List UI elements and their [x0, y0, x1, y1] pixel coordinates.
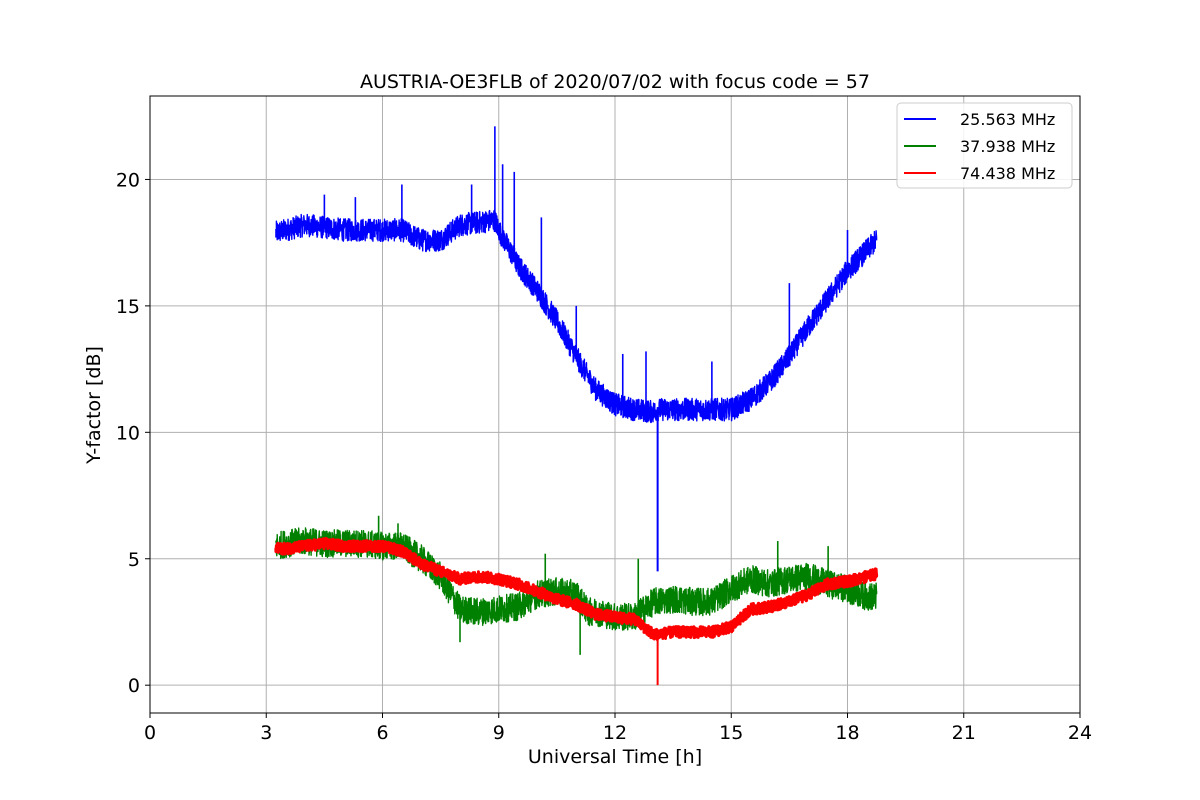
legend-label-74mhz: 74.438 MHz	[960, 164, 1055, 183]
y-tick-label: 0	[128, 675, 140, 697]
series-lines	[274, 126, 879, 686]
y-tick-label: 15	[116, 296, 140, 318]
x-tick-label: 21	[952, 722, 976, 744]
x-tick-label: 15	[719, 722, 743, 744]
series-line-2	[274, 536, 879, 642]
x-tick-label: 9	[493, 722, 505, 744]
y-tick-label: 10	[116, 422, 140, 444]
y-tick-label: 20	[116, 169, 140, 191]
y-tick-label: 5	[128, 549, 140, 571]
legend-box	[896, 102, 1073, 189]
axis-ticks: 0 3 6 9 12 15 18 21 24 0 5 10 15 20	[116, 169, 1092, 744]
grid	[150, 96, 1080, 713]
legend-label-37mhz: 37.938 MHz	[960, 137, 1055, 156]
x-tick-label: 3	[260, 722, 272, 744]
x-tick-label: 0	[144, 722, 156, 744]
legend: 25.563 MHz 37.938 MHz 74.438 MHz	[896, 102, 1073, 189]
x-tick-label: 24	[1068, 722, 1092, 744]
x-tick-label: 18	[835, 722, 859, 744]
chart-title: AUSTRIA-OE3FLB of 2020/07/02 with focus …	[360, 71, 870, 93]
legend-label-25mhz: 25.563 MHz	[960, 110, 1055, 129]
x-tick-label: 12	[603, 722, 627, 744]
x-axis-label: Universal Time [h]	[528, 746, 702, 768]
x-tick-label: 6	[376, 722, 388, 744]
y-axis-label: Y-factor [dB]	[83, 346, 105, 465]
